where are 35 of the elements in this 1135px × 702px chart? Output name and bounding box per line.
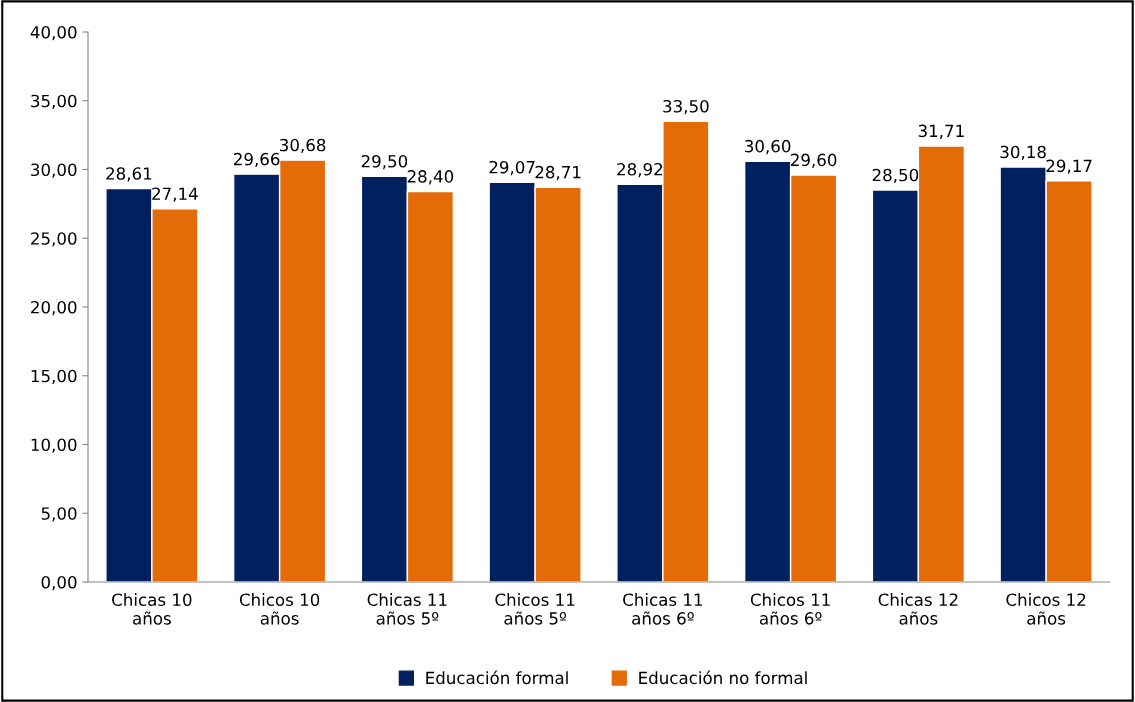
- x-tick-label: Chicos 11 años 6º: [750, 593, 830, 625]
- y-tick-label: 35,00: [31, 94, 77, 110]
- x-tick-label: Chicos 10 años: [239, 593, 320, 625]
- data-label: 28,61: [106, 167, 152, 182]
- data-label: 30,68: [280, 138, 326, 154]
- data-label: 29,07: [489, 160, 535, 176]
- x-tick-label: Chicas 11 años 6º: [623, 593, 703, 625]
- data-label: 33,50: [663, 99, 709, 115]
- y-tick-label: 10,00: [31, 438, 77, 453]
- x-tick-label: Chicas 11 años 5º: [367, 593, 447, 625]
- x-tick-label: Chicas 12 años: [878, 593, 958, 625]
- data-label: 30,18: [1000, 145, 1046, 160]
- data-label: 29,50: [361, 154, 408, 170]
- y-tick-label: 15,00: [31, 369, 77, 385]
- data-label: 28,92: [617, 162, 663, 178]
- data-label: 27,14: [152, 187, 198, 202]
- y-tick-label: 5,00: [41, 507, 77, 522]
- y-tick-label: 30,00: [31, 163, 77, 178]
- data-label: 30,60: [745, 139, 791, 155]
- y-tick-label: 40,00: [30, 25, 77, 41]
- y-tick-label: 25,00: [31, 232, 77, 247]
- data-label: 29,66: [233, 152, 280, 168]
- y-tick-label: 0,00: [41, 575, 77, 591]
- data-label: 29,60: [790, 153, 837, 168]
- data-label: 28,50: [872, 168, 919, 184]
- data-label: 31,71: [918, 124, 964, 139]
- data-label: 28,71: [535, 165, 581, 181]
- legend-label: Educación formal: [426, 670, 568, 685]
- legend-label: Educación no formal: [639, 670, 807, 685]
- x-tick-label: Chicos 12 años: [1006, 593, 1086, 625]
- y-tick-label: 20,00: [31, 300, 77, 316]
- data-label: 28,40: [407, 170, 454, 185]
- x-tick-label: Chicos 11 años 5º: [495, 593, 575, 625]
- x-tick-label: Chicas 10 años: [112, 593, 192, 625]
- data-label: 29,17: [1046, 159, 1092, 174]
